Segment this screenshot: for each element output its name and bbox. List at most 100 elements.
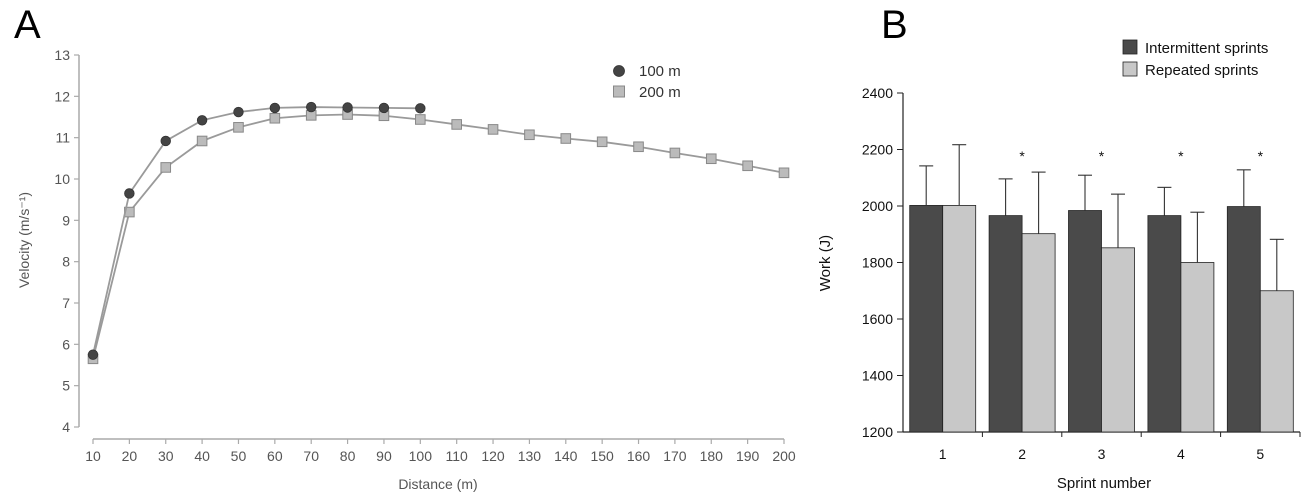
- data-point-200m: [233, 122, 244, 133]
- y-tick-label-a: 11: [55, 130, 70, 146]
- x-tick-label-a: 20: [122, 448, 138, 464]
- y-tick-label-b: 1200: [862, 424, 893, 440]
- data-point-200m: [669, 147, 681, 159]
- bar-repeated: [942, 205, 977, 433]
- data-point-100m: [87, 349, 99, 360]
- bar-repeated: [1259, 290, 1294, 433]
- bar-repeated: [1101, 247, 1135, 433]
- data-point-200m: [596, 136, 608, 148]
- x-tick-label-a: 50: [231, 448, 247, 464]
- y-tick-label-b: 1400: [862, 368, 893, 384]
- legend-marker-100m: [613, 65, 625, 77]
- data-point-200m: [269, 112, 281, 124]
- x-tick-label-a: 200: [772, 448, 796, 464]
- x-tick-label-a: 80: [340, 448, 356, 464]
- data-point-100m: [160, 135, 171, 147]
- y-tick-label-a: 13: [54, 47, 70, 63]
- x-tick-label-b: 1: [939, 446, 947, 462]
- x-tick-label-a: 190: [736, 448, 760, 464]
- y-tick-label-b: 2400: [862, 85, 893, 101]
- significance-asterisk: *: [1178, 148, 1184, 164]
- data-point-100m: [415, 103, 426, 114]
- x-tick-label-a: 110: [446, 448, 469, 464]
- panel-label-a: A: [14, 3, 41, 47]
- x-tick-label-a: 130: [518, 448, 542, 464]
- data-point-100m: [124, 188, 135, 199]
- y-axis-title-a: Velocity (m/s⁻¹): [16, 192, 32, 288]
- x-tick-label-a: 70: [303, 448, 319, 464]
- significance-asterisk: *: [1258, 148, 1264, 164]
- data-point-100m: [233, 106, 244, 118]
- y-tick-label-a: 4: [62, 419, 70, 435]
- bar-intermittent: [909, 205, 944, 433]
- significance-asterisk: *: [1019, 148, 1025, 164]
- y-tick-label-a: 8: [62, 254, 70, 270]
- x-tick-label-b: 2: [1018, 446, 1026, 462]
- chart-a-velocity: A Velocity (m/s⁻¹) Distance (m) 4 5 6 7 8 9 10…: [14, 3, 796, 492]
- x-axis-title-b: Sprint number: [1057, 475, 1151, 492]
- x-tick-label-a: 180: [700, 448, 724, 464]
- series-line-100-m: [92, 106, 421, 355]
- legend-label-200m: 200 m: [639, 84, 681, 101]
- y-tick-label-a: 9: [62, 212, 70, 228]
- x-tick-label-b: 4: [1177, 446, 1185, 462]
- legend-label-repeated: Repeated sprints: [1145, 62, 1258, 79]
- data-point-100m: [378, 102, 390, 114]
- data-point-200m: [778, 167, 790, 179]
- panel-label-b: B: [881, 3, 908, 47]
- data-point-200m: [742, 160, 753, 172]
- data-point-200m: [160, 162, 172, 173]
- data-point-200m: [633, 141, 644, 153]
- y-tick-label-b: 2200: [862, 142, 893, 158]
- bar-intermittent: [1226, 206, 1261, 433]
- y-axis-title-b: Work (J): [817, 235, 834, 291]
- data-point-200m: [560, 133, 572, 144]
- bar-repeated: [1021, 233, 1056, 433]
- bar-intermittent: [988, 215, 1023, 433]
- data-point-200m: [524, 129, 535, 141]
- data-point-100m: [196, 115, 208, 126]
- x-tick-label-a: 170: [663, 448, 687, 464]
- legend-label-100m: 100 m: [639, 63, 681, 80]
- x-axis-title-a: Distance (m): [398, 476, 477, 492]
- significance-asterisk: *: [1099, 148, 1105, 164]
- legend-swatch-repeated: [1122, 61, 1138, 77]
- x-tick-label-a: 160: [627, 448, 651, 464]
- y-tick-label-a: 5: [62, 378, 70, 394]
- y-tick-label-a: 12: [54, 88, 70, 104]
- y-tick-label-a: 6: [62, 336, 70, 352]
- data-point-100m: [269, 102, 281, 114]
- x-tick-label-a: 40: [194, 448, 210, 464]
- data-point-200m: [451, 119, 462, 130]
- x-tick-label-a: 100: [409, 448, 433, 464]
- y-tick-label-a: 10: [54, 171, 70, 187]
- data-point-100m: [306, 101, 317, 113]
- x-tick-label-a: 90: [376, 448, 392, 464]
- y-tick-label-b: 1800: [862, 255, 893, 271]
- chart-b-work: B Work (J) Sprint number 1200 1400 1600 180…: [817, 3, 1301, 492]
- x-tick-label-a: 10: [85, 448, 101, 464]
- y-tick-label-a: 7: [62, 295, 70, 311]
- data-point-200m: [487, 124, 499, 135]
- x-tick-label-a: 60: [267, 448, 283, 464]
- x-tick-label-a: 140: [554, 448, 578, 464]
- y-tick-label-b: 1600: [862, 311, 893, 327]
- bar-repeated: [1180, 262, 1215, 433]
- legend-marker-200m: [613, 85, 625, 98]
- bar-intermittent: [1147, 215, 1182, 433]
- legend-label-intermittent: Intermittent sprints: [1145, 40, 1268, 57]
- y-tick-label-b: 2000: [862, 198, 893, 214]
- bar-intermittent: [1068, 210, 1102, 433]
- series-line-200-m: [92, 113, 785, 360]
- legend-swatch-intermittent: [1122, 39, 1138, 55]
- data-point-200m: [415, 114, 426, 125]
- data-point-100m: [342, 102, 353, 113]
- x-tick-label-a: 150: [590, 448, 614, 464]
- x-tick-label-b: 3: [1098, 446, 1106, 462]
- x-tick-label-a: 120: [481, 448, 505, 464]
- data-point-200m: [705, 153, 717, 165]
- x-tick-label-b: 5: [1256, 446, 1264, 462]
- x-tick-label-a: 30: [158, 448, 174, 464]
- data-point-200m: [196, 135, 208, 147]
